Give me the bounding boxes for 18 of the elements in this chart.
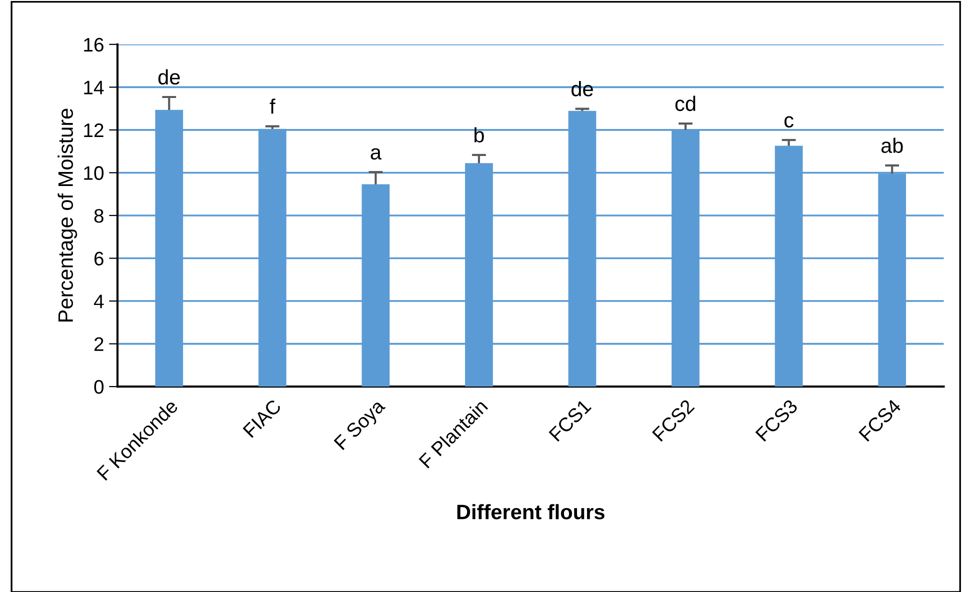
y-axis-title: Percentage of Moisture [58, 108, 78, 322]
y-tick-label: 0 [94, 380, 104, 394]
y-tick-label: 16 [84, 38, 104, 52]
y-tick-label: 6 [94, 252, 104, 266]
y-tick-label: 4 [94, 294, 104, 308]
annotation: de [158, 69, 180, 85]
annotation: ab [881, 138, 903, 153]
annotation: c [784, 116, 794, 128]
annotation: f [270, 98, 276, 114]
y-tick-label: 8 [94, 208, 104, 223]
annotation: a [370, 148, 382, 160]
y-tick-label: 10 [84, 166, 104, 180]
annotation: cd [675, 96, 696, 112]
y-tick-label: 2 [94, 337, 104, 351]
x-axis-title: Different flours [457, 504, 604, 520]
annotation: b [474, 127, 484, 143]
y-tick-label: 12 [84, 123, 104, 137]
y-tick-label: 14 [84, 80, 104, 94]
